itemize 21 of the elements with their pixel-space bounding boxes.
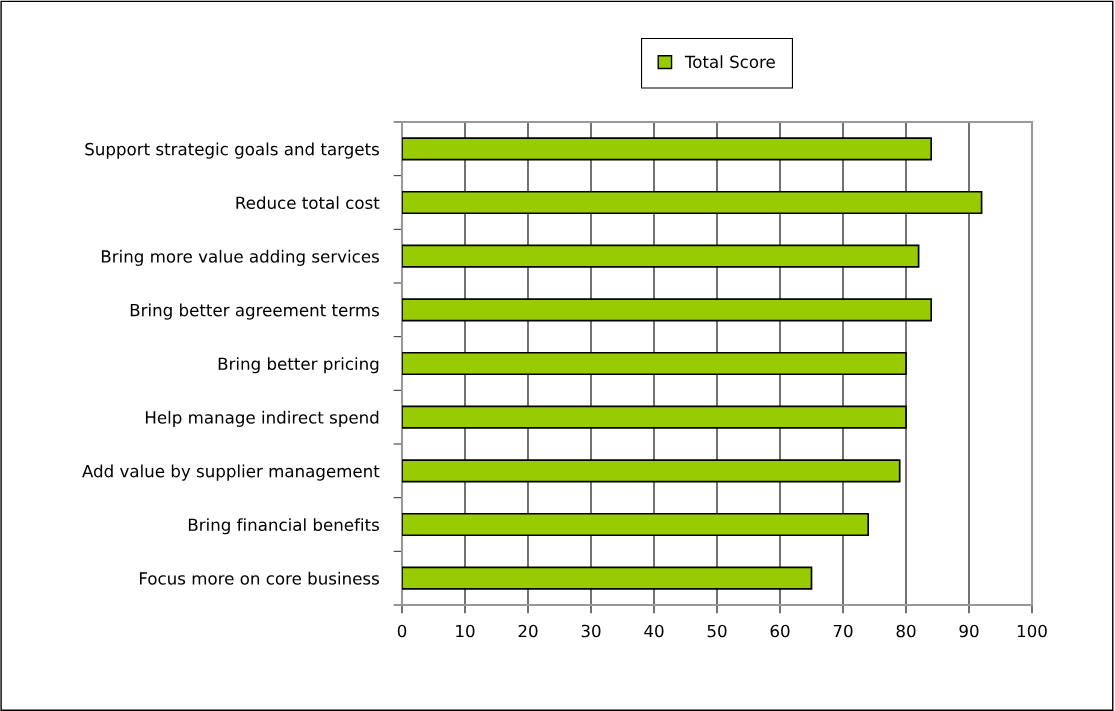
x-tick-label: 60 <box>770 624 790 638</box>
y-tick-label: Bring more value adding services <box>101 249 379 266</box>
y-tick-label: Bring financial benefits <box>188 518 379 535</box>
x-tick-label: 20 <box>518 624 538 638</box>
x-tick-label: 70 <box>833 624 853 638</box>
x-tick-label: 0 <box>397 624 407 638</box>
x-tick-label: 90 <box>959 624 979 638</box>
x-tick-label: 30 <box>581 624 601 638</box>
y-tick-label: Focus more on core business <box>139 571 379 585</box>
x-tick-label: 50 <box>707 624 727 638</box>
y-tick-label: Bring better agreement terms <box>130 303 379 320</box>
y-tick-label: Add value by supplier management <box>82 464 380 481</box>
x-tick-label: 10 <box>456 624 475 638</box>
x-tick-label: 80 <box>896 624 916 638</box>
y-tick-label: Support strategic goals and targets <box>85 142 379 159</box>
x-tick-label: 100 <box>1017 624 1047 638</box>
y-tick-label: Bring better pricing <box>218 357 379 374</box>
y-tick-label: Help manage indirect spend <box>145 410 379 427</box>
y-tick-label: Reduce total cost <box>236 196 380 210</box>
x-tick-label: 40 <box>644 624 664 638</box>
legend-label: Total Score <box>684 55 775 69</box>
